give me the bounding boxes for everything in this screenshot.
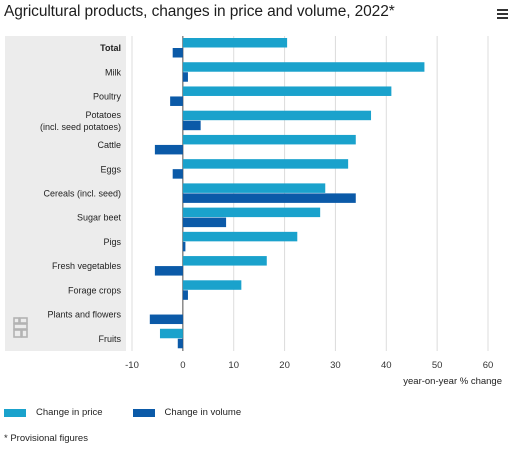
category-label: Forage crops [68,285,122,295]
x-tick-label: 30 [330,360,341,371]
category-label: Potatoes (incl. seed potatoes) [40,110,122,132]
x-tick-label: 10 [228,360,239,371]
x-tick-label: -10 [125,360,139,371]
volume-bar[interactable] [182,290,188,300]
x-tick-label: 60 [483,360,494,371]
x-axis-tick-labels: -10 0 10 20 30 40 50 60 [125,360,493,371]
category-label: Cattle [97,140,121,150]
price-bar[interactable] [182,62,425,72]
bar-chart: Total Milk Poultry Potatoes (incl. seed pota… [5,36,493,371]
volume-bar[interactable] [182,72,188,82]
price-bar[interactable] [182,110,372,121]
price-bar[interactable] [159,328,183,339]
category-label: Total [100,43,121,53]
category-label-panel [5,36,126,351]
legend-label-volume: Change in volume [164,407,242,418]
legend-item-volume[interactable]: Change in volume [132,407,242,418]
x-tick-label: 50 [432,360,443,371]
price-bar[interactable] [182,86,392,96]
volume-bar[interactable] [182,217,227,228]
volume-bar[interactable] [170,96,183,106]
x-tick-label: 20 [279,360,290,371]
category-label: Eggs [100,164,121,174]
legend: Change in price Change in volume [4,407,271,418]
price-bar[interactable] [182,280,242,290]
volume-bar[interactable] [182,241,186,252]
price-bar[interactable] [182,207,321,218]
volume-bar[interactable] [172,48,183,58]
category-label: Sugar beet [77,213,122,223]
legend-item-price[interactable]: Change in price [4,407,103,418]
volume-bar[interactable] [182,120,201,131]
volume-bar[interactable] [177,338,183,349]
volume-bar[interactable] [172,169,183,179]
volume-bar[interactable] [154,266,183,276]
price-bar[interactable] [182,134,356,145]
category-label: Fruits [99,334,122,344]
category-label: Milk [105,67,121,77]
legend-swatch-volume [132,408,155,417]
x-axis-title: year-on-year % change [403,376,502,387]
hamburger-menu-icon[interactable] [497,9,508,20]
price-bar[interactable] [182,159,349,169]
x-tick-label: 0 [180,360,185,371]
x-tick-label: 40 [381,360,392,371]
category-label: Cereals (incl. seed) [43,189,121,199]
category-label: Pigs [103,237,121,247]
cbs-logo-icon [13,317,28,338]
category-label: Plants and flowers [47,310,121,320]
volume-bar[interactable] [182,193,356,203]
volume-bar[interactable] [154,144,183,155]
category-labels: Total Milk Poultry Potatoes (incl. seed pota… [40,43,122,344]
chart-title: Agricultural products, changes in price … [4,3,395,20]
legend-label-price: Change in price [36,407,103,418]
price-bar[interactable] [182,231,298,242]
price-bar[interactable] [182,38,288,48]
bars [149,38,425,349]
category-label: Fresh vegetables [52,261,122,271]
category-label: Poultry [93,92,122,102]
footnote: * Provisional figures [4,433,88,444]
price-bar[interactable] [182,183,326,193]
price-bar[interactable] [182,256,267,266]
legend-swatch-price [4,408,26,417]
volume-bar[interactable] [149,314,183,325]
